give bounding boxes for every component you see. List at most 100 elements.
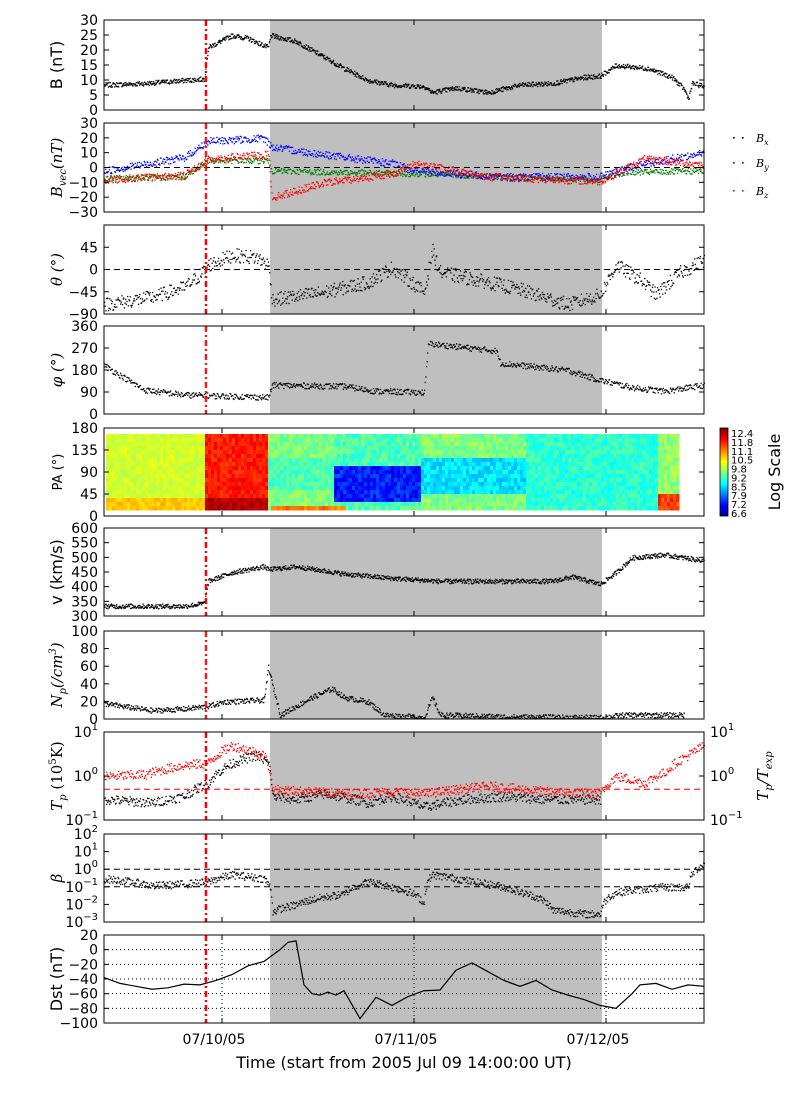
data-point [228,35,231,37]
data-point [197,166,199,168]
data-point [350,69,352,71]
data-point [475,175,477,177]
data-point [173,157,175,159]
data-point [281,146,283,148]
data-point [255,136,257,139]
data-point [531,178,533,181]
data-point [514,175,516,178]
data-point [111,300,113,303]
data-point [507,173,509,175]
data-point [612,178,615,180]
data-point [135,166,138,168]
data-point [599,176,601,178]
data-point [191,281,193,284]
data-point [300,192,303,194]
data-point [197,79,199,82]
data-point [133,167,135,169]
data-point [493,285,495,287]
data-point [474,171,477,173]
data-point [240,253,242,255]
data-point [402,166,404,169]
data-point [197,164,199,166]
data-point [344,159,346,161]
data-point [614,176,616,179]
data-point [368,172,370,174]
data-point [263,46,266,48]
data-point [356,76,358,78]
data-point [422,171,424,174]
data-point [266,258,268,260]
data-point [243,38,245,40]
data-point [279,170,282,172]
data-point [587,172,589,175]
data-point [347,178,349,180]
data-point [245,137,247,139]
data-point [224,253,226,255]
data-point [329,155,331,157]
data-point [410,167,412,169]
data-point [414,174,417,176]
data-point [151,298,153,301]
data-point [395,276,397,278]
data-point [230,139,232,141]
data-point [316,174,318,176]
data-point [586,78,588,80]
data-point [664,162,666,164]
data-point [569,175,571,177]
data-point [279,195,281,198]
data-point [234,156,237,159]
data-point [297,193,299,195]
data-point [568,178,570,181]
data-point [429,165,431,167]
data-point [623,172,625,174]
label-part: (nT) [48,138,66,170]
data-point [408,167,410,170]
data-point [297,151,299,153]
data-point [321,173,324,176]
data-point [242,39,244,41]
data-point [566,177,568,179]
data-point [293,42,295,44]
data-point [395,175,397,177]
data-point [545,176,547,179]
data-point [335,158,337,161]
data-point [616,66,618,68]
data-point [267,265,269,268]
data-point [128,299,130,301]
data-point [341,179,343,181]
data-point [407,169,409,172]
data-point [176,155,178,158]
data-point [150,163,152,165]
data-point [200,275,202,277]
data-point [627,172,630,174]
data-point [164,158,166,161]
data-point [198,146,201,149]
data-point [305,48,307,50]
data-point [257,259,259,262]
data-point [194,165,196,167]
data-point [269,283,272,285]
data-point [470,177,472,179]
data-point [319,174,321,176]
data-point [444,272,446,275]
data-point [435,93,437,95]
data-point [320,173,322,175]
data-point [321,172,323,175]
data-point [574,77,577,80]
data-point [196,281,199,284]
data-point [509,175,511,177]
data-point [550,178,552,181]
data-point [200,162,202,164]
data-point [270,284,272,286]
data-point [450,87,452,89]
data-point [689,161,691,163]
data-point [289,37,292,39]
data-point [558,82,560,84]
data-point [228,261,230,263]
data-point [361,276,364,278]
data-point [557,173,559,175]
data-point [368,161,370,164]
data-point [346,70,349,72]
data-point [116,306,118,308]
data-point [621,171,623,174]
